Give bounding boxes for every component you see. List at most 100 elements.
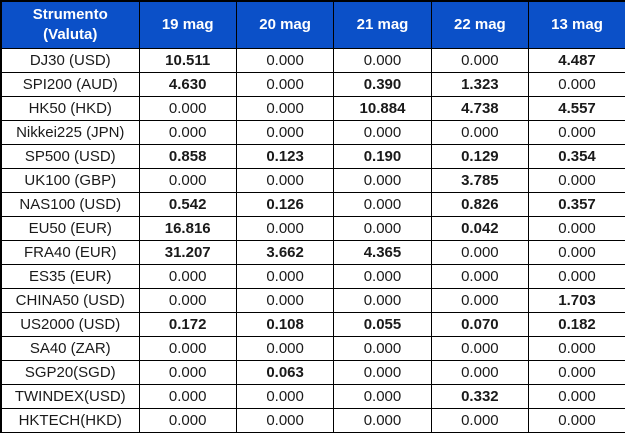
value-cell: 0.357: [528, 192, 625, 217]
value-cell: 4.487: [528, 48, 625, 73]
value-cell: 0.000: [333, 336, 432, 361]
value-cell: 0.182: [528, 312, 625, 337]
table-row: SA40 (ZAR) 0.000 0.000 0.000 0.000 0.000: [0, 336, 625, 361]
instrument-cell: HKTECH(HKD): [0, 408, 140, 433]
value-cell: 4.738: [430, 96, 530, 121]
value-cell: 0.000: [333, 168, 432, 193]
value-cell: 0.042: [430, 216, 530, 241]
value-cell: 0.000: [235, 120, 335, 145]
value-cell: 0.000: [430, 240, 530, 265]
value-cell: 0.826: [430, 192, 530, 217]
table-row: HK50 (HKD) 0.000 0.000 10.884 4.738 4.557: [0, 96, 625, 121]
value-cell: 16.816: [138, 216, 237, 241]
value-cell: 0.000: [430, 120, 530, 145]
value-cell: 0.000: [235, 216, 335, 241]
value-cell: 10.511: [138, 48, 237, 73]
value-cell: 0.000: [528, 384, 625, 409]
table-body: DJ30 (USD) 10.511 0.000 0.000 0.000 4.487 SPI2…: [0, 48, 625, 433]
value-cell: 0.000: [528, 408, 625, 433]
instrument-cell: UK100 (GBP): [0, 168, 140, 193]
value-cell: 1.703: [528, 288, 625, 313]
instrument-cell: HK50 (HKD): [0, 96, 140, 121]
value-cell: 0.000: [430, 360, 530, 385]
instrument-cell: SGP20(SGD): [0, 360, 140, 385]
value-cell: 3.662: [235, 240, 335, 265]
value-cell: 0.000: [333, 48, 432, 73]
value-cell: 4.557: [528, 96, 625, 121]
value-cell: 0.000: [138, 288, 237, 313]
value-cell: 0.000: [333, 192, 432, 217]
value-cell: 0.000: [333, 288, 432, 313]
table-row: SGP20(SGD) 0.000 0.063 0.000 0.000 0.000: [0, 360, 625, 385]
value-cell: 0.000: [430, 264, 530, 289]
value-cell: 0.000: [235, 96, 335, 121]
value-cell: 0.000: [138, 168, 237, 193]
value-cell: 0.000: [235, 48, 335, 73]
instrument-header-line1: Strumento: [32, 5, 108, 23]
value-cell: 0.070: [430, 312, 530, 337]
value-cell: 0.000: [333, 408, 432, 433]
value-cell: 0.000: [235, 384, 335, 409]
value-cell: 0.123: [235, 144, 335, 169]
table-row: FRA40 (EUR) 31.207 3.662 4.365 0.000 0.000: [0, 240, 625, 265]
value-cell: 0.108: [235, 312, 335, 337]
value-cell: 0.000: [333, 120, 432, 145]
value-cell: 0.000: [235, 288, 335, 313]
value-cell: 0.172: [138, 312, 237, 337]
value-cell: 0.126: [235, 192, 335, 217]
value-cell: 0.000: [138, 408, 237, 433]
value-cell: 0.000: [528, 120, 625, 145]
value-cell: 0.190: [333, 144, 432, 169]
value-cell: 0.390: [333, 72, 432, 97]
value-cell: 0.000: [333, 264, 432, 289]
table-row: HKTECH(HKD) 0.000 0.000 0.000 0.000 0.000: [0, 408, 625, 433]
table-row: SP500 (USD) 0.858 0.123 0.190 0.129 0.354: [0, 144, 625, 169]
value-cell: 0.000: [528, 72, 625, 97]
instrument-cell: FRA40 (EUR): [0, 240, 140, 265]
instrument-cell: TWINDEX(USD): [0, 384, 140, 409]
table-header: Strumento (Valuta) 19 mag 20 mag 21 mag 22 …: [0, 0, 625, 49]
value-cell: 0.000: [430, 336, 530, 361]
value-cell: 0.000: [235, 408, 335, 433]
value-cell: 0.055: [333, 312, 432, 337]
value-cell: 4.630: [138, 72, 237, 97]
instrument-cell: NAS100 (USD): [0, 192, 140, 217]
value-cell: 0.332: [430, 384, 530, 409]
instrument-header-line2: (Valuta): [43, 26, 98, 43]
date-header-cell: 21 mag: [333, 0, 432, 49]
instrument-cell: SP500 (USD): [0, 144, 140, 169]
value-cell: 0.000: [235, 72, 335, 97]
value-cell: 0.354: [528, 144, 625, 169]
instrument-cell: EU50 (EUR): [0, 216, 140, 241]
value-cell: 0.000: [333, 216, 432, 241]
instrument-cell: Nikkei225 (JPN): [0, 120, 140, 145]
header-row: Strumento (Valuta) 19 mag 20 mag 21 mag 22 …: [0, 0, 625, 49]
value-cell: 0.000: [333, 384, 432, 409]
value-cell: 0.000: [528, 336, 625, 361]
date-header-cell: 13 mag: [528, 0, 625, 49]
value-cell: 0.000: [138, 120, 237, 145]
table-row: TWINDEX(USD) 0.000 0.000 0.000 0.332 0.000: [0, 384, 625, 409]
value-cell: 0.000: [138, 96, 237, 121]
instrument-cell: SPI200 (AUD): [0, 72, 140, 97]
table-row: SPI200 (AUD) 4.630 0.000 0.390 1.323 0.000: [0, 72, 625, 97]
value-cell: 31.207: [138, 240, 237, 265]
value-cell: 0.063: [235, 360, 335, 385]
table-row: DJ30 (USD) 10.511 0.000 0.000 0.000 4.487: [0, 48, 625, 73]
date-header-cell: 22 mag: [430, 0, 530, 49]
value-cell: 0.000: [430, 48, 530, 73]
value-cell: 0.000: [430, 288, 530, 313]
value-cell: 4.365: [333, 240, 432, 265]
value-cell: 0.000: [528, 264, 625, 289]
table-row: US2000 (USD) 0.172 0.108 0.055 0.070 0.182: [0, 312, 625, 337]
value-cell: 0.000: [138, 264, 237, 289]
instrument-cell: DJ30 (USD): [0, 48, 140, 73]
value-cell: 0.542: [138, 192, 237, 217]
table-row: CHINA50 (USD) 0.000 0.000 0.000 0.000 1.703: [0, 288, 625, 313]
table-row: ES35 (EUR) 0.000 0.000 0.000 0.000 0.000: [0, 264, 625, 289]
value-cell: 0.129: [430, 144, 530, 169]
value-cell: 10.884: [333, 96, 432, 121]
value-cell: 0.858: [138, 144, 237, 169]
instrument-cell: US2000 (USD): [0, 312, 140, 337]
